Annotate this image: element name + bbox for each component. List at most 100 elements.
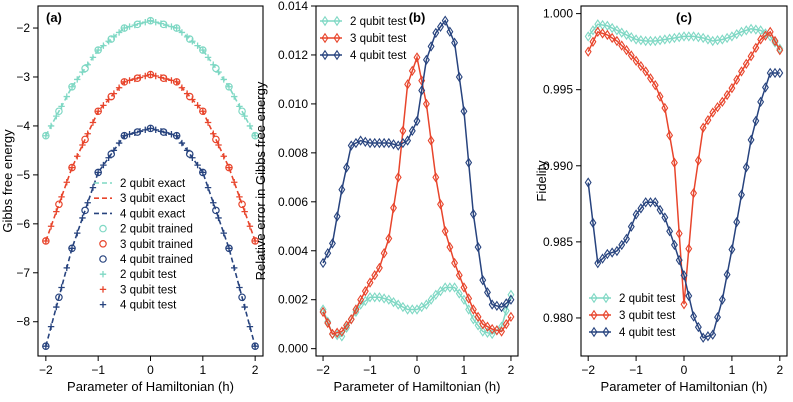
- data-point: [121, 132, 128, 139]
- data-point: [474, 311, 482, 323]
- data-point: [446, 282, 454, 293]
- data-point: [422, 54, 430, 66]
- y-tick-label: −4: [16, 119, 30, 133]
- data-point: [366, 292, 374, 303]
- x-tick-label: −2: [581, 363, 595, 377]
- legend-swatch: [602, 292, 610, 304]
- data-point: [183, 33, 191, 41]
- legend-item: 2 qubit test: [589, 292, 676, 305]
- data-point: [162, 21, 170, 29]
- data-point: [189, 38, 196, 45]
- data-point: [404, 304, 412, 315]
- data-point: [776, 67, 784, 79]
- data-point: [441, 225, 449, 237]
- data-point: [79, 141, 86, 149]
- data-point: [738, 66, 745, 77]
- data-point: [194, 102, 201, 109]
- data-point: [236, 284, 243, 291]
- series-3-qubit-test: [584, 26, 784, 310]
- data-point: [238, 107, 246, 116]
- data-point: [694, 155, 702, 166]
- data-point: [390, 202, 397, 214]
- data-point: [199, 46, 207, 54]
- data-point: [68, 83, 76, 90]
- data-point: [642, 197, 650, 208]
- data-point: [246, 122, 254, 130]
- data-point: [94, 108, 102, 115]
- x-axis-title: Parameter of Hamiltonian (h): [601, 379, 768, 394]
- series-4-qubit-test: [319, 15, 515, 313]
- data-point: [651, 79, 659, 91]
- data-point: [632, 209, 640, 220]
- data-point: [81, 206, 89, 215]
- legend-label: 3 qubit test: [120, 284, 177, 296]
- data-point: [733, 74, 741, 85]
- data-point: [437, 285, 444, 297]
- data-point: [142, 18, 149, 26]
- data-point: [675, 228, 683, 239]
- data-point: [47, 223, 55, 230]
- legend-label: 2 qubit exact: [120, 178, 186, 190]
- legend-item: 3 qubit test: [320, 32, 407, 45]
- data-point: [178, 139, 186, 147]
- legend-swatch: [590, 309, 598, 321]
- data-point: [385, 294, 393, 305]
- data-point: [162, 129, 170, 136]
- data-point: [231, 179, 238, 186]
- data-point: [380, 137, 388, 149]
- data-point: [189, 154, 196, 161]
- data-point: [413, 115, 421, 127]
- data-point: [738, 189, 745, 200]
- data-point: [152, 18, 159, 26]
- series-3-qubit-test: [319, 52, 515, 340]
- legend-swatch: [99, 255, 107, 263]
- y-tick-label: 0.010: [278, 97, 308, 111]
- data-point: [694, 321, 702, 333]
- data-point: [479, 274, 487, 286]
- data-point: [319, 257, 327, 269]
- legend-swatch: [333, 32, 341, 44]
- y-axis-title: Fidelity: [534, 160, 549, 202]
- data-point: [53, 112, 60, 120]
- chart-panel-b: −2 −1 0 1 2 0.000 0.002 0.004 0.006 0.008 0.010 0.0…: [253, 0, 519, 394]
- data-point: [338, 326, 346, 337]
- data-point: [699, 122, 707, 133]
- data-point: [766, 67, 774, 79]
- x-tick-label: 0: [681, 363, 688, 377]
- data-point: [771, 67, 779, 79]
- data-point: [507, 289, 515, 301]
- y-tick-label: 0.980: [543, 311, 573, 325]
- legend-item: 3 qubit exact: [94, 193, 186, 205]
- y-tick-label: 0.004: [278, 244, 308, 258]
- data-point: [162, 75, 170, 83]
- data-point: [618, 27, 626, 38]
- data-point: [469, 314, 477, 325]
- data-point: [147, 125, 154, 132]
- data-point: [390, 139, 397, 150]
- data-point: [408, 125, 416, 137]
- data-point: [714, 312, 721, 323]
- legend-label: 4 qubit test: [619, 327, 676, 339]
- data-point: [212, 206, 220, 215]
- data-point: [55, 293, 63, 302]
- series-3-qubit-test: [42, 71, 259, 245]
- x-tick-label: −1: [629, 363, 643, 377]
- data-point: [352, 304, 360, 315]
- data-point: [131, 75, 139, 83]
- data-point: [680, 31, 688, 42]
- data-point: [699, 32, 707, 44]
- data-point: [136, 74, 144, 81]
- data-point: [105, 96, 112, 103]
- data-point: [115, 29, 123, 36]
- y-tick-label: 0.002: [278, 293, 308, 307]
- data-point: [451, 37, 459, 48]
- data-point: [742, 58, 750, 70]
- data-point: [394, 140, 402, 151]
- data-point: [152, 126, 159, 134]
- data-point: [747, 23, 755, 35]
- data-point: [157, 20, 165, 27]
- data-point: [670, 157, 678, 168]
- data-point: [488, 328, 496, 340]
- x-axis-title: Parameter of Hamiltonian (h): [67, 379, 234, 394]
- data-point: [584, 31, 592, 42]
